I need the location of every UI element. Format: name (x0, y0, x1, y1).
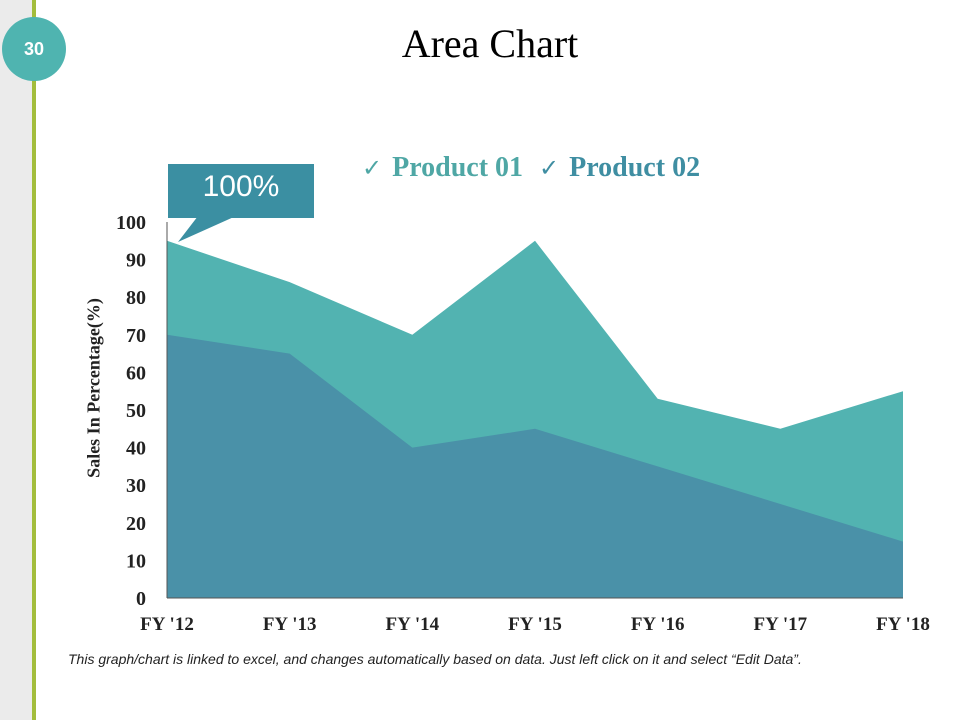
legend-label-product-01: Product 01 (392, 152, 524, 183)
x-tick-labels: FY '12 FY '13 FY '14 FY '15 FY '16 FY '17 FY '… (140, 614, 930, 635)
y-tick-labels: 0 10 20 30 40 50 60 70 80 90 100 (116, 212, 146, 610)
check-icon: ✓ (539, 154, 560, 182)
x-tick-label: FY '12 (140, 614, 194, 635)
x-tick-label: FY '16 (631, 614, 685, 635)
side-strip (0, 0, 32, 720)
x-tick-label: FY '13 (263, 614, 317, 635)
y-tick-label: 40 (126, 438, 146, 460)
y-tick-label: 10 (126, 550, 146, 572)
callout-box: 100% (168, 164, 314, 218)
series-layer (167, 240, 903, 599)
y-tick-label: 50 (126, 400, 146, 422)
footnote: This graph/chart is linked to excel, and… (68, 651, 802, 667)
chart-legend: ✓ Product 01 ✓ Product 02 (362, 148, 716, 188)
page-number-badge: 30 (2, 17, 66, 81)
slide-title: Area Chart (401, 21, 579, 66)
x-tick-label: FY '14 (386, 614, 440, 635)
x-tick-label: FY '18 (876, 614, 930, 635)
check-icon: ✓ (362, 154, 383, 182)
page-number: 30 (23, 38, 45, 59)
y-tick-label: 70 (126, 325, 146, 347)
area-series-2 (167, 334, 903, 598)
callout-text: 100% (202, 170, 280, 203)
callout-pointer (178, 216, 236, 242)
y-tick-label: 90 (126, 250, 146, 272)
y-tick-label: 0 (136, 588, 146, 610)
y-tick-label: 60 (126, 362, 146, 384)
x-tick-label: FY '15 (508, 614, 562, 635)
legend-label-product-02: Product 02 (569, 152, 701, 183)
legend-item-product-02: ✓ Product 02 (539, 152, 700, 184)
x-tick-label: FY '17 (754, 614, 808, 635)
legend-item-product-01: ✓ Product 01 (362, 152, 523, 184)
accent-line (32, 0, 36, 720)
y-tick-label: 80 (126, 287, 146, 309)
y-tick-label: 100 (116, 212, 146, 234)
y-tick-label: 20 (126, 513, 146, 535)
y-tick-label: 30 (126, 475, 146, 497)
